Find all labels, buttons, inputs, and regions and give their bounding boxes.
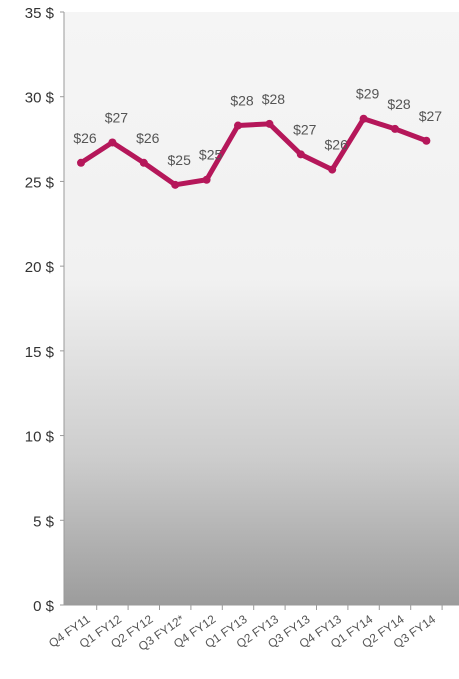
y-tick-label: 25 $ [25, 174, 55, 191]
y-tick-label: 20 $ [25, 259, 55, 276]
data-label: $27 [419, 108, 443, 124]
y-tick-label: 0 $ [33, 598, 55, 615]
data-label: $25 [199, 147, 223, 163]
y-tick-label: 15 $ [25, 344, 55, 361]
data-point [139, 158, 148, 167]
data-point [265, 119, 274, 128]
series-line [78, 116, 429, 188]
data-point [77, 158, 85, 167]
data-point [108, 138, 117, 147]
data-label: $26 [136, 130, 160, 146]
data-label: $29 [356, 86, 380, 102]
y-tick-label: 5 $ [33, 513, 55, 530]
data-point [296, 150, 305, 159]
data-point [202, 175, 211, 184]
data-label: $28 [387, 96, 411, 112]
y-tick-label: 10 $ [25, 429, 55, 446]
data-label: $28 [230, 93, 254, 109]
data-label: $26 [325, 137, 349, 153]
data-point [422, 136, 431, 145]
y-tick-label: 35 $ [25, 5, 55, 22]
data-label: $28 [262, 91, 286, 107]
y-tick-label: 30 $ [25, 90, 55, 107]
data-label: $25 [168, 152, 192, 168]
plot-area [64, 12, 459, 605]
data-point [234, 121, 242, 130]
data-point [391, 124, 399, 133]
data-label: $27 [293, 121, 317, 137]
data-point [359, 114, 368, 123]
data-point [328, 165, 337, 174]
data-label: $27 [105, 109, 129, 125]
data-point [171, 180, 180, 189]
data-label: $26 [73, 130, 97, 146]
